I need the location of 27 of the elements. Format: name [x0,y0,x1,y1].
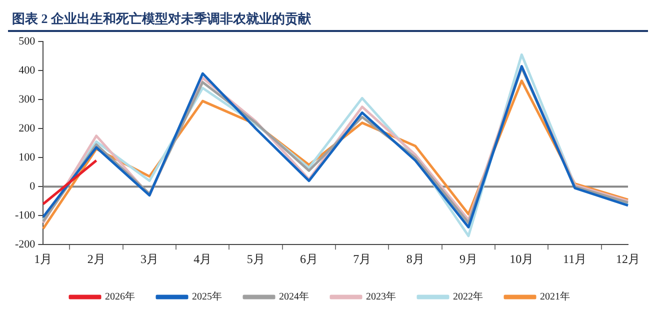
chart-title: 图表 2 企业出生和死亡模型对未季调非农就业的贡献 [8,8,648,32]
x-tick-label: 3月 [140,252,158,266]
x-tick-label: 12月 [616,252,640,266]
x-tick-label: 2月 [87,252,106,266]
x-tick-label: 8月 [406,252,424,266]
x-tick-label: 6月 [300,252,318,266]
x-tick-label: 10月 [510,252,534,266]
y-tick-label: 0 [30,180,36,192]
y-tick-label: 100 [18,151,36,164]
y-tick-label: -100 [14,209,36,222]
x-tick-label: 11月 [563,252,587,266]
x-tick-label: 5月 [246,252,265,266]
legend-label: 2026年 [105,290,135,303]
x-tick-label: 7月 [353,252,372,266]
y-tick-label: 500 [18,35,36,48]
legend-label: 2024年 [279,290,309,303]
y-tick-label: 400 [18,64,36,76]
legend-label: 2021年 [540,290,570,303]
legend-label: 2023年 [366,290,396,303]
y-tick-label: 300 [18,93,36,106]
legend-label: 2025年 [192,290,222,303]
x-tick-label: 4月 [194,252,212,266]
y-tick-label: -200 [14,238,36,250]
y-tick-label: 200 [18,122,36,134]
legend-label: 2022年 [453,290,483,303]
x-tick-label: 9月 [460,252,478,266]
x-tick-label: 1月 [34,252,52,266]
